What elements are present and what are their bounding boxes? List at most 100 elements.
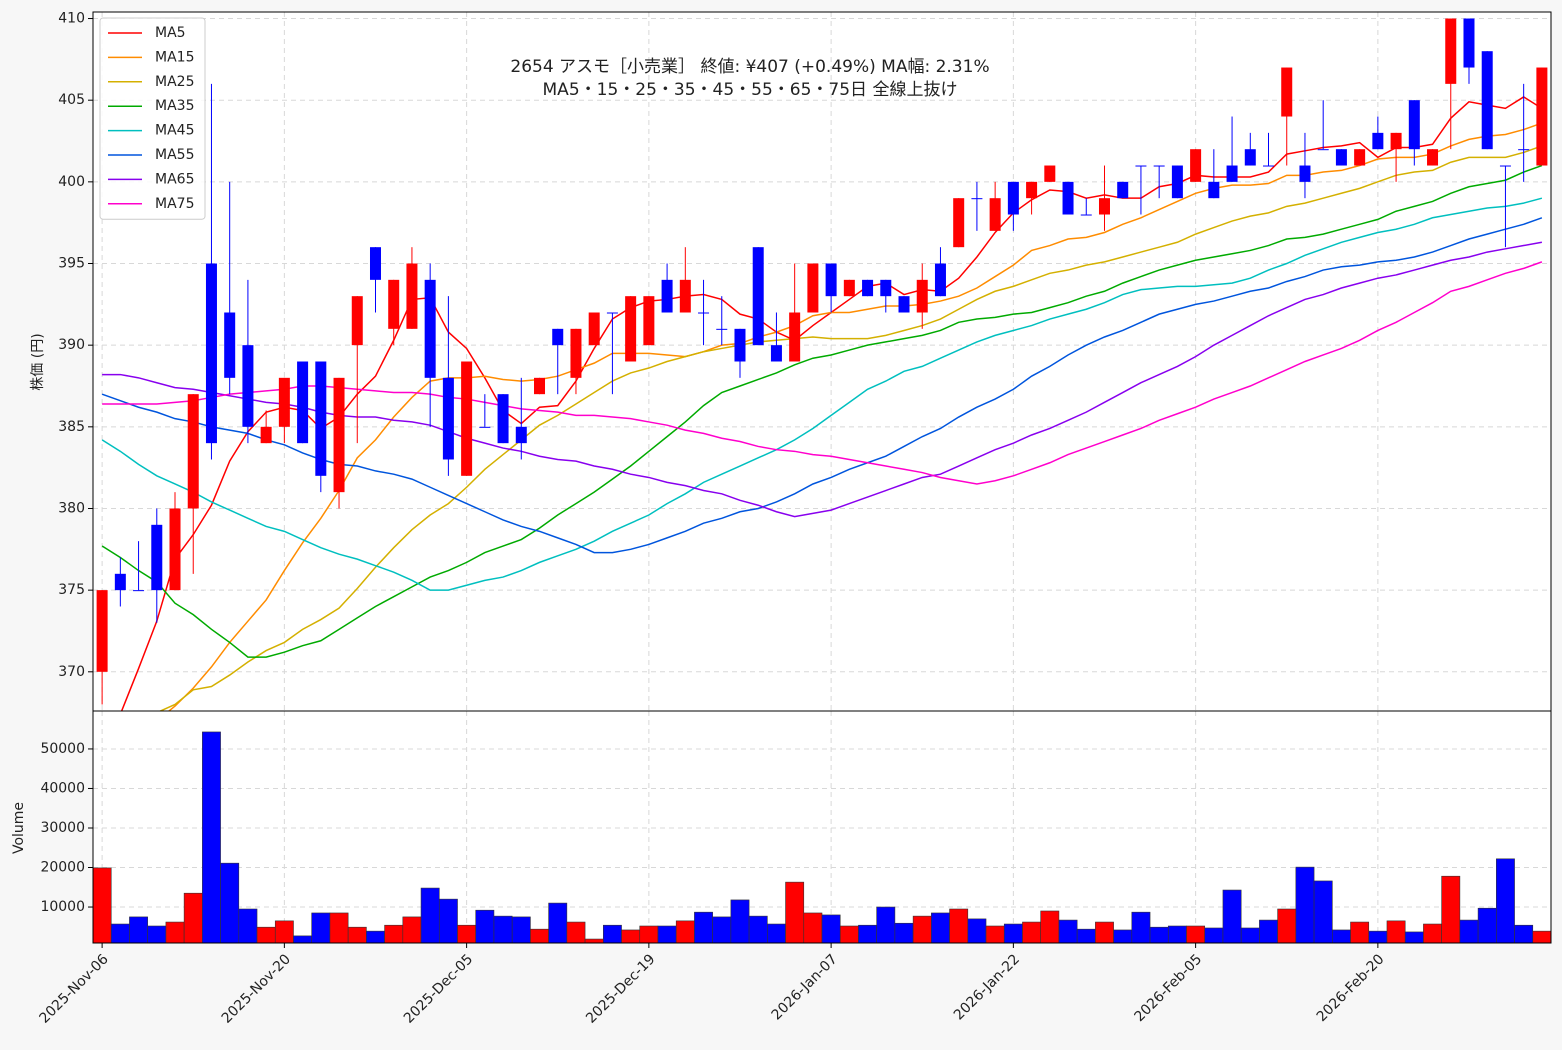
candle-body: [1481, 51, 1493, 150]
candle-body: [552, 328, 564, 346]
chart-title: 2654 アスモ［小売業］ 終値: ¥407 (+0.49%) MA幅: 2.3…: [510, 57, 989, 77]
volume-bar: [384, 924, 404, 943]
volume-bar: [1222, 889, 1242, 943]
candle-body: [1372, 132, 1384, 150]
candle-body: [606, 312, 618, 314]
volume-bar: [256, 926, 276, 943]
y-tick-label: 380: [58, 500, 85, 516]
volume-bar: [949, 908, 969, 943]
volume-bar: [1186, 925, 1206, 943]
volume-bar: [912, 915, 932, 943]
ma-line: [101, 197, 1543, 591]
volume-bar: [931, 912, 950, 943]
volume-bar: [1477, 907, 1497, 943]
legend-label: MA5: [155, 25, 186, 41]
volume-bar: [457, 924, 477, 943]
volume-bar: [311, 912, 331, 943]
candle-body: [333, 377, 345, 493]
candle-body: [1299, 165, 1311, 182]
volume-bar: [1167, 925, 1187, 943]
volume-bar: [347, 926, 367, 943]
volume-bar: [1496, 858, 1515, 943]
candle-body: [1153, 165, 1165, 167]
candle-body: [1080, 214, 1092, 216]
candle-body: [971, 198, 983, 200]
volume-bar: [129, 916, 148, 943]
candle-body: [898, 296, 910, 313]
volume-bar: [639, 925, 659, 943]
volume-bar: [1113, 929, 1133, 943]
candle-body: [297, 361, 309, 444]
volume-bar: [876, 906, 896, 943]
volume-bar: [1240, 927, 1260, 943]
volume-bar: [1368, 930, 1388, 943]
volume-bar: [1350, 921, 1370, 943]
legend: MA5 MA15 MA25 MA35 MA45 MA55 MA65 MA75: [99, 17, 206, 220]
volume-bar: [511, 916, 531, 943]
volume-bar: [785, 881, 805, 943]
candle-body: [1007, 181, 1019, 215]
volume-bar: [566, 921, 586, 943]
legend-label: MA15: [155, 49, 194, 65]
volume-bar: [93, 867, 112, 943]
x-tick-label: 2026-Jan-07: [769, 951, 841, 1023]
volume-bar: [858, 924, 877, 943]
volume-bar: [402, 916, 422, 943]
volume-bar: [1095, 921, 1114, 943]
y-tick-label: 410: [58, 11, 85, 27]
y-tick-label: 400: [58, 174, 85, 190]
y-axis-label: 株価 (円): [30, 333, 46, 390]
legend-label: MA55: [155, 147, 194, 163]
volume-bar: [274, 920, 294, 943]
candle-body: [515, 426, 527, 444]
candle-body: [1518, 149, 1530, 151]
volume-bar: [1058, 919, 1078, 943]
volume-bar: [730, 899, 750, 943]
volume-bar: [657, 925, 677, 943]
x-tick-label: 2026-Feb-05: [1131, 951, 1205, 1025]
candle-body: [1335, 149, 1347, 166]
candle-body: [479, 426, 491, 428]
volume-bar: [748, 915, 768, 943]
candle-body: [1445, 18, 1457, 84]
volume-bar: [366, 930, 385, 943]
legend-label: MA65: [155, 171, 194, 187]
candle-body: [1098, 198, 1110, 215]
candle-body: [424, 279, 436, 378]
volume-bar: [548, 902, 568, 943]
volume-bar: [839, 925, 859, 943]
volume-bar: [293, 935, 313, 943]
volume-bar: [329, 912, 349, 943]
y-tick-label: 10000: [40, 899, 85, 915]
candle-body: [734, 328, 746, 362]
candle-body: [1226, 165, 1238, 182]
x-tick-label: 2026-Feb-20: [1314, 951, 1388, 1025]
candle-body: [679, 279, 691, 313]
candle-body: [151, 524, 163, 591]
volume-bar: [1040, 910, 1060, 943]
candle-body: [752, 247, 764, 346]
candle-body: [224, 312, 236, 378]
volume-bar: [220, 862, 240, 943]
volume-plot: [93, 731, 1551, 943]
legend-frame: [99, 17, 206, 220]
candle-body: [953, 198, 965, 248]
candle-body: [843, 279, 855, 297]
candle-body: [770, 345, 782, 362]
y-tick-label: 50000: [40, 741, 85, 757]
candle-body: [1263, 165, 1275, 167]
volume-bar: [1532, 930, 1551, 943]
candle-body: [1408, 100, 1420, 150]
x-tick-label: 2025-Nov-20: [219, 951, 294, 1026]
candle-body: [534, 377, 546, 395]
candle-body: [1354, 149, 1366, 166]
candle-body: [1390, 132, 1402, 150]
volume-bar: [712, 916, 732, 943]
volume-bar: [1441, 875, 1461, 943]
volume-bar: [493, 915, 513, 943]
price-plot: [96, 18, 1548, 711]
candle-body: [698, 312, 710, 314]
candle-body: [880, 279, 892, 297]
candle-body: [862, 279, 874, 297]
